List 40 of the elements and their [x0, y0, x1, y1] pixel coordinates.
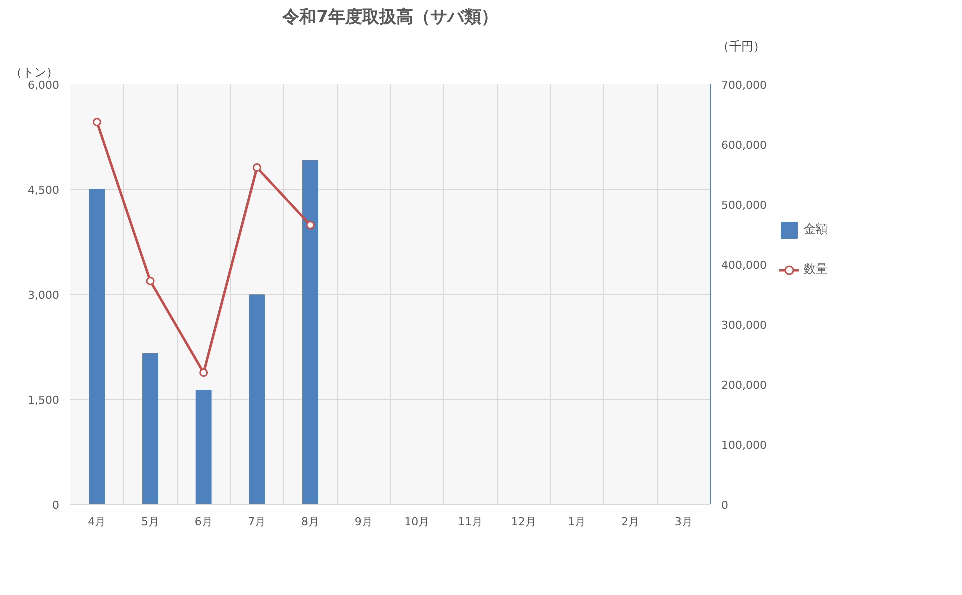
legend-label: 数量	[804, 261, 828, 278]
x-tick-label: 8月	[302, 516, 320, 528]
point	[200, 368, 208, 378]
y-tick-label: 1,500	[28, 394, 60, 407]
y2-tick-label: 200,000	[722, 379, 767, 392]
y2-tick-label: 100,000	[722, 439, 767, 452]
y-axis-title: （トン）	[10, 66, 58, 80]
y-tick-label: 6,000	[28, 79, 60, 92]
bar	[196, 390, 212, 504]
x-tick-label: 1月	[568, 516, 586, 528]
point	[252, 164, 262, 172]
y2-tick-label: 600,000	[722, 139, 767, 152]
x-tick-label: 5月	[142, 516, 160, 528]
point	[306, 220, 315, 230]
x-tick-label: 3月	[674, 516, 693, 528]
bar	[89, 189, 106, 504]
y2-tick-label: 0	[722, 499, 728, 512]
y2-tick-label: 300,000	[722, 319, 767, 332]
x-tick-label: 11月	[458, 516, 483, 528]
y-tick-label: 0	[52, 499, 60, 512]
x-tick-label: 4月	[88, 516, 106, 528]
chart-title: 令和7年度取扱高（サバ類）	[282, 8, 498, 28]
y-tick-label: 4,500	[28, 184, 60, 197]
y2-axis-title: （千円）	[718, 40, 766, 54]
bar	[142, 353, 158, 504]
legend-label: 金額	[804, 221, 828, 238]
x-tick-label: 6月	[194, 516, 213, 528]
y2-tick-label: 700,000	[722, 79, 767, 92]
bar	[302, 160, 318, 504]
point	[92, 118, 102, 127]
x-tick-label: 9月	[354, 516, 373, 528]
point	[146, 276, 155, 286]
y-tick-label: 3,000	[28, 289, 60, 302]
y2-tick-label: 400,000	[722, 259, 767, 272]
x-tick-label: 10月	[404, 516, 430, 528]
x-tick-label: 2月	[622, 516, 640, 528]
x-tick-label: 12月	[511, 516, 536, 528]
bar	[249, 294, 266, 504]
y2-tick-label: 500,000	[722, 199, 767, 212]
x-tick-label: 7月	[248, 516, 266, 528]
